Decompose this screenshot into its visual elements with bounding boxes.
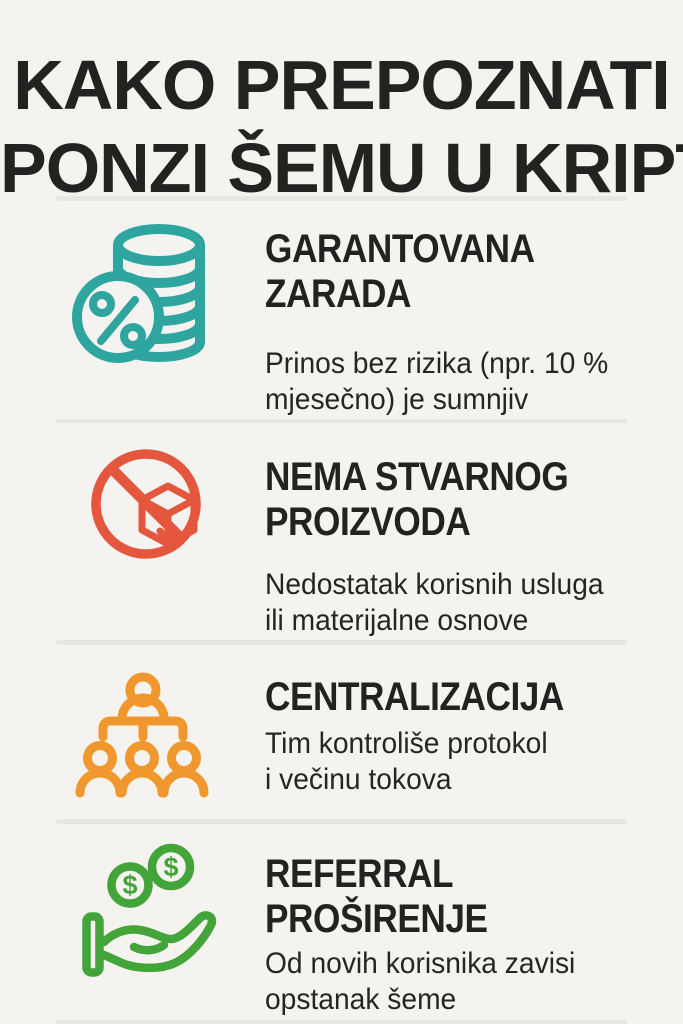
dollar-glyph: $: [163, 852, 178, 882]
section-description: Prinos bez rizika (npr. 10 % mjesečno) j…: [265, 347, 609, 416]
section-title: REFERRAL PROŠIRENJE: [265, 852, 488, 941]
coins-percent-icon: [72, 224, 205, 366]
divider: [56, 640, 627, 645]
divider: [56, 196, 627, 201]
section-description: Od novih korisnika zavisi opstanak šeme: [265, 947, 576, 1016]
divider: [56, 1020, 627, 1024]
section-title: CENTRALIZACIJA: [265, 675, 564, 719]
divider: [56, 819, 627, 824]
page-title: KAKO PREPOZNATI PONZI ŠEMU U KRIPTU: [0, 44, 683, 210]
dollar-glyph: $: [122, 870, 137, 900]
section-description: Nedostatak korisnih usluga ili materijal…: [265, 568, 604, 637]
section-title: NEMA STVARNOG PROIZVODA: [265, 455, 569, 544]
divider: [56, 419, 627, 423]
hand-coins-icon: $ $: [78, 843, 220, 978]
section-title: GARANTOVANA ZARADA: [265, 227, 535, 316]
no-product-icon: [90, 448, 204, 562]
section-description: Tim kontroliše protokol i večinu tokova: [265, 727, 548, 796]
title-line: KAKO PREPOZNATI: [13, 46, 670, 124]
title-line: PONZI ŠEMU U KRIPTU: [0, 129, 683, 207]
hierarchy-icon: [75, 670, 212, 798]
